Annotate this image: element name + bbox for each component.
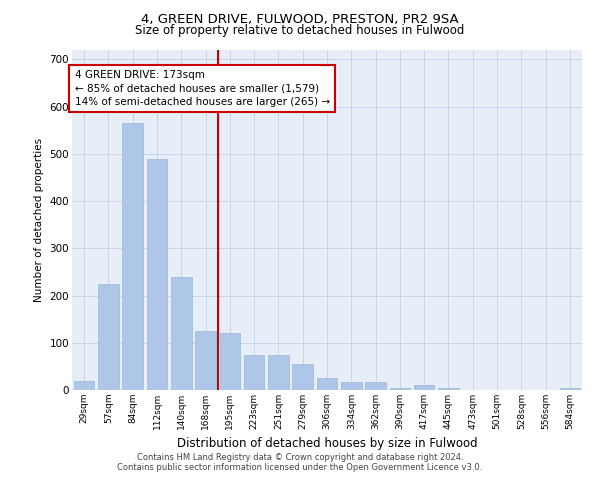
Bar — [74, 380, 94, 390]
Bar — [195, 331, 216, 390]
Bar — [365, 382, 386, 390]
Bar — [292, 364, 313, 390]
Bar — [122, 123, 143, 390]
Bar — [220, 334, 240, 390]
Bar — [171, 276, 191, 390]
Y-axis label: Number of detached properties: Number of detached properties — [34, 138, 44, 302]
Bar — [146, 158, 167, 390]
Text: 4 GREEN DRIVE: 173sqm
← 85% of detached houses are smaller (1,579)
14% of semi-d: 4 GREEN DRIVE: 173sqm ← 85% of detached … — [74, 70, 329, 107]
Bar — [560, 388, 580, 390]
Text: Size of property relative to detached houses in Fulwood: Size of property relative to detached ho… — [136, 24, 464, 37]
Bar — [268, 354, 289, 390]
Bar — [317, 378, 337, 390]
Text: 4, GREEN DRIVE, FULWOOD, PRESTON, PR2 9SA: 4, GREEN DRIVE, FULWOOD, PRESTON, PR2 9S… — [141, 12, 459, 26]
X-axis label: Distribution of detached houses by size in Fulwood: Distribution of detached houses by size … — [176, 438, 478, 450]
Bar — [414, 386, 434, 390]
Text: Contains public sector information licensed under the Open Government Licence v3: Contains public sector information licen… — [118, 464, 482, 472]
Bar — [389, 388, 410, 390]
Bar — [244, 354, 265, 390]
Bar — [438, 388, 459, 390]
Text: Contains HM Land Registry data © Crown copyright and database right 2024.: Contains HM Land Registry data © Crown c… — [137, 454, 463, 462]
Bar — [98, 284, 119, 390]
Bar — [341, 382, 362, 390]
